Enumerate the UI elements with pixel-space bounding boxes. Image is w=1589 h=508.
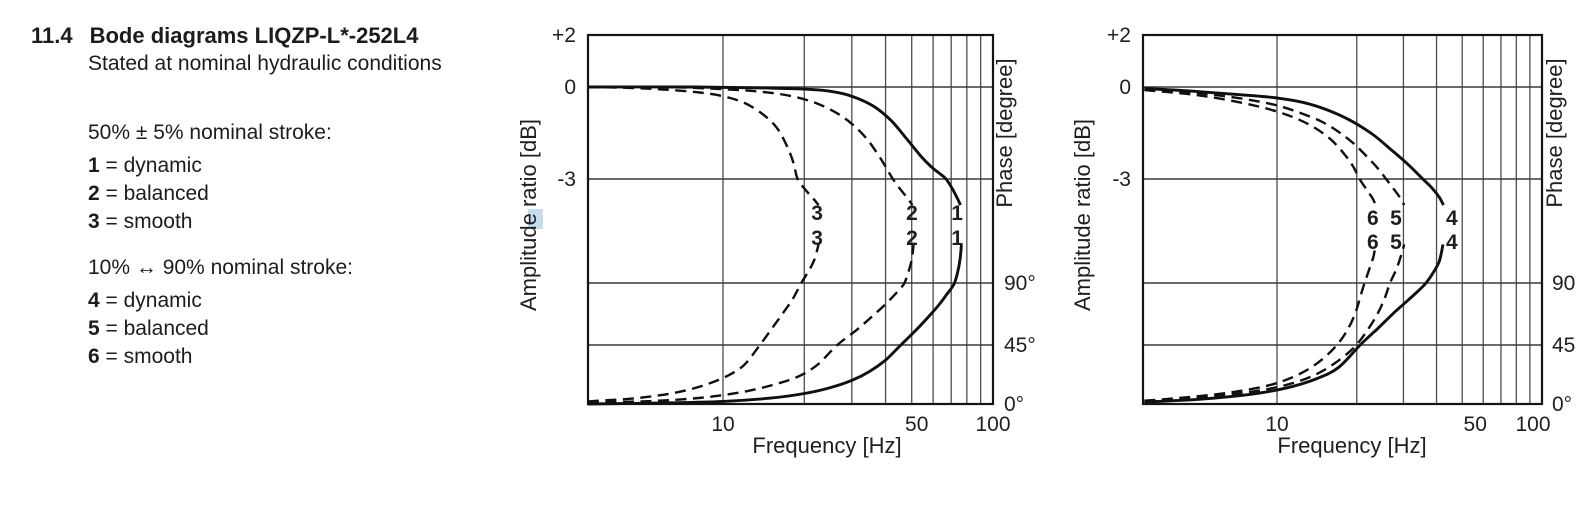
curve-label-2-upper: 2 <box>906 202 918 225</box>
curve-1-phase <box>587 244 963 406</box>
amplitude-tick-0: 0 <box>1119 76 1131 99</box>
legend-item-key: 2 <box>88 182 100 205</box>
curve-label-3-lower: 3 <box>811 227 823 250</box>
amplitude-tick-+2: +2 <box>1107 24 1131 47</box>
phase-axis-title: Phase [degree] <box>1542 58 1567 207</box>
phase-tick-0°: 0° <box>1552 393 1572 416</box>
curve-label-4-lower: 4 <box>1446 231 1458 254</box>
x-tick-50: 50 <box>1464 413 1487 436</box>
legend-item: 1 = dynamic <box>88 152 332 180</box>
legend-item-key: 1 <box>88 154 100 177</box>
legend-items: 4 = dynamic 5 = balanced 6 = smooth <box>88 287 353 371</box>
curve-label-5-upper: 5 <box>1390 207 1402 230</box>
plot-border <box>586 33 995 406</box>
curve-5-amplitude <box>1144 87 1406 206</box>
selection-highlight-artifact <box>528 209 543 229</box>
amplitude-tick--3: -3 <box>1112 168 1131 191</box>
legend-group-heading: 10% ↔ 90% nominal stroke: <box>88 256 353 279</box>
curve-label-6-lower: 6 <box>1367 231 1379 254</box>
amplitude-tick--3: -3 <box>557 168 576 191</box>
curve-5-phase <box>1144 244 1406 403</box>
legend-group-heading: 50% ± 5% nominal stroke: <box>88 121 332 144</box>
legend-item-label: = balanced <box>99 317 209 340</box>
page-subtitle: Stated at nominal hydraulic conditions <box>88 52 442 75</box>
curve-6-amplitude <box>1144 88 1377 206</box>
curve-label-6-upper: 6 <box>1367 207 1379 230</box>
x-tick-10: 10 <box>1265 413 1288 436</box>
legend-item-label: = smooth <box>99 210 193 233</box>
legend-item-key: 6 <box>88 345 100 368</box>
phase-tick-0°: 0° <box>1004 393 1024 416</box>
curve-6-phase <box>1144 244 1377 402</box>
phase-tick-45°: 45° <box>1004 334 1036 357</box>
amplitude-tick-0: 0 <box>564 76 576 99</box>
curve-label-2-lower: 2 <box>906 227 918 250</box>
phase-axis-title: Phase [degree] <box>992 58 1017 207</box>
x-tick-50: 50 <box>905 413 928 436</box>
legend-items: 1 = dynamic 2 = balanced 3 = smooth <box>88 152 332 236</box>
legend-item-key: 5 <box>88 317 100 340</box>
x-tick-100: 100 <box>975 413 1010 436</box>
legend-item: 6 = smooth <box>88 343 353 371</box>
plot-border <box>1141 33 1544 406</box>
legend-group: 10% ↔ 90% nominal stroke: 4 = dynamic 5 =… <box>88 256 353 371</box>
phase-tick-90: 90 <box>1552 272 1575 295</box>
section-title-line: 11.4 Bode diagrams LIQZP-L*-252L4 <box>31 23 418 49</box>
x-axis-title: Frequency [Hz] <box>752 433 901 458</box>
page-title: Bode diagrams LIQZP-L*-252L4 <box>89 23 419 48</box>
curve-label-5-lower: 5 <box>1390 231 1402 254</box>
x-tick-100: 100 <box>1515 413 1550 436</box>
legend-item: 4 = dynamic <box>88 287 353 315</box>
curve-3-amplitude <box>587 85 820 206</box>
x-tick-10: 10 <box>711 413 734 436</box>
x-axis-title: Frequency [Hz] <box>1277 433 1426 458</box>
phase-tick-90°: 90° <box>1004 272 1036 295</box>
curve-1-amplitude <box>587 85 962 206</box>
legend-item-key: 4 <box>88 289 100 312</box>
section-number: 11.4 <box>31 23 73 48</box>
legend-item: 5 = balanced <box>88 315 353 343</box>
legend-group: 50% ± 5% nominal stroke: 1 = dynamic 2 = … <box>88 121 332 236</box>
curve-2-phase <box>587 244 915 404</box>
curve-4-amplitude <box>1144 87 1445 206</box>
curve-label-1-upper: 1 <box>951 202 963 225</box>
amplitude-axis-title: Amplitude ratio [dB] <box>516 119 541 311</box>
amplitude-tick-+2: +2 <box>552 24 576 47</box>
legend-item: 2 = balanced <box>88 180 332 208</box>
legend-item-label: = dynamic <box>99 289 202 312</box>
curve-label-3-upper: 3 <box>811 202 823 225</box>
legend-item-label: = dynamic <box>99 154 202 177</box>
phase-tick-45: 45 <box>1552 334 1575 357</box>
curve-2-amplitude <box>587 85 914 206</box>
curve-label-1-lower: 1 <box>951 227 963 250</box>
legend-item-label: = balanced <box>99 182 209 205</box>
legend-item-label: = smooth <box>99 345 193 368</box>
amplitude-axis-title: Amplitude ratio [dB] <box>1070 119 1095 311</box>
curve-3-phase <box>587 244 820 403</box>
legend-item: 3 = smooth <box>88 208 332 236</box>
curve-4-phase <box>1144 244 1445 404</box>
bode-chart-1: +2 0 -3 90° 45° 0° 10 50 100 3 2 1 3 2 1 Frequency [Hz]… <box>516 24 1036 458</box>
bode-chart-2: +2 0 -3 90 45 0° 10 50 100 6 5 4 6 5 4 Frequency [Hz] Am… <box>1070 24 1575 458</box>
legend-item-key: 3 <box>88 210 100 233</box>
curve-label-4-upper: 4 <box>1446 207 1458 230</box>
